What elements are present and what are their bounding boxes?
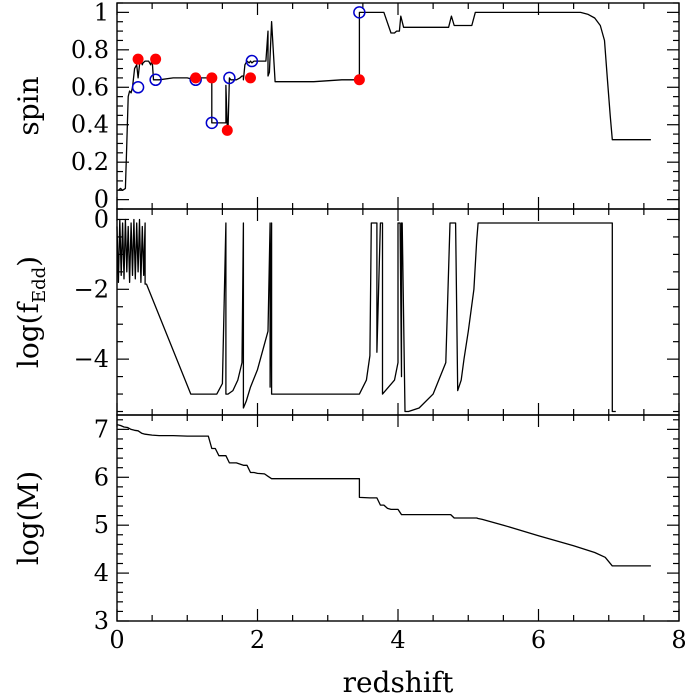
fedd-ytick-label: −2	[74, 275, 109, 303]
fedd-ylabel-close: )	[12, 256, 45, 267]
fedd-ylabel-sub: Edd	[29, 267, 50, 303]
fedd-ytick-labels: 0 −2 −4	[74, 205, 109, 373]
spin-ytick-labels: 0 0.2 0.4 0.6 0.8 1	[71, 0, 109, 214]
redshift-xtick-label: 4	[390, 626, 405, 654]
spin-open-marker	[205, 116, 219, 130]
spin-open-marker	[223, 71, 236, 85]
spin-open-blue-markers	[131, 6, 366, 130]
mass-panel-frame	[116, 414, 680, 622]
fedd-panel-ticks	[116, 209, 680, 415]
spin-ylabel: spin	[12, 76, 45, 135]
fedd-ylabel-main: log(f	[12, 300, 45, 368]
redshift-xtick-label: 8	[671, 626, 686, 654]
mass-ytick-label: 4	[94, 559, 109, 587]
spin-filled-marker	[132, 53, 144, 65]
spin-panel-ticks	[116, 2, 680, 210]
fedd-ytick-label: 0	[94, 205, 109, 233]
redshift-xlabel: redshift	[343, 666, 455, 697]
mass-panel-ticks	[116, 415, 680, 622]
mass-ylabel: log(M)	[12, 471, 45, 565]
fedd-ytick-label: −4	[74, 345, 109, 373]
spin-ytick-label: 0.8	[71, 36, 109, 64]
redshift-xtick-label: 2	[250, 626, 265, 654]
fedd-ylabel: log(fEdd)	[12, 256, 50, 368]
spin-open-marker	[245, 54, 259, 68]
redshift-xtick-labels: 0 2 4 6 8	[109, 626, 686, 654]
spin-open-marker	[353, 6, 366, 19]
redshift-xtick-label: 6	[531, 626, 546, 654]
spin-ytick-label: 0.4	[71, 111, 109, 139]
spin-series-line	[117, 11, 651, 191]
spin-filled-marker	[353, 74, 365, 86]
spin-filled-marker	[221, 124, 233, 136]
spin-ytick-label: 0.2	[71, 148, 109, 176]
spin-filled-red-markers	[132, 53, 365, 136]
spin-ytick-label: 0	[94, 186, 109, 214]
spin-filled-marker	[244, 72, 256, 84]
spin-panel: 0 0.2 0.4 0.6 0.8 1 spin	[12, 0, 680, 214]
spin-ytick-label: 1	[94, 0, 109, 26]
redshift-xtick-label: 0	[109, 626, 124, 654]
spin-filled-marker	[190, 72, 202, 84]
mass-ytick-label: 5	[94, 511, 109, 539]
mass-panel: 3 4 5 6 7 0 2 4 6 8 log(M) redshift	[12, 414, 686, 697]
spin-panel-frame	[116, 2, 680, 210]
mass-ytick-labels: 3 4 5 6 7	[94, 415, 109, 635]
spin-ytick-label: 0.6	[71, 73, 109, 101]
spin-open-marker	[131, 81, 145, 94]
spin-filled-marker	[206, 72, 218, 84]
spin-filled-marker	[150, 53, 162, 65]
mass-ytick-label: 3	[94, 607, 109, 635]
fedd-series-line	[116, 218, 616, 413]
mass-ytick-label: 7	[94, 415, 109, 443]
fedd-panel: 0 −2 −4 log(fEdd)	[12, 205, 680, 416]
mass-ytick-label: 6	[94, 463, 109, 491]
mass-series-line	[116, 423, 651, 567]
spin-open-marker	[149, 73, 162, 87]
